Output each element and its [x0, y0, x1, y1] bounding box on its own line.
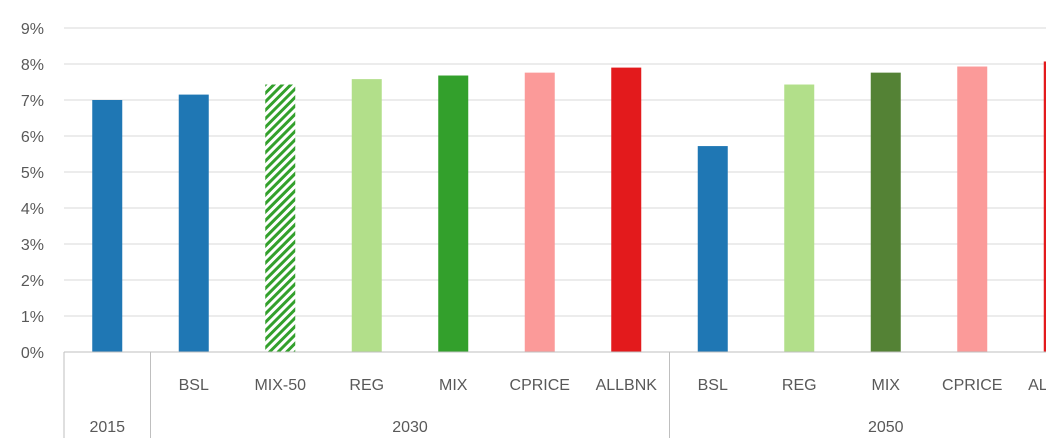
group-label: 2015: [89, 419, 125, 436]
y-tick-label: 6%: [21, 129, 44, 146]
category-label: REG: [782, 377, 817, 394]
y-axis: 0% 1% 2% 3% 4% 5% 6% 7% 8% 9%: [21, 21, 44, 362]
y-tick-label: 5%: [21, 165, 44, 182]
bar: [1043, 61, 1046, 352]
category-label: BSL: [179, 377, 209, 394]
category-label: MIX-50: [254, 377, 306, 394]
gridlines: [64, 27, 1046, 317]
x-axis: 2015 BSL MIX-50 REG MIX CPRICE ALLBNK 2030 BSL RE…: [63, 351, 1046, 438]
category-label: BSL: [698, 377, 728, 394]
y-tick-label: 8%: [21, 57, 44, 74]
y-tick-label: 4%: [21, 201, 44, 218]
bar: [438, 75, 469, 353]
bar: [265, 84, 296, 353]
category-label: MIX: [439, 377, 468, 394]
bar: [870, 72, 901, 352]
bar: [524, 72, 555, 352]
category-label: ALLBNK: [1028, 377, 1046, 394]
category-label: CPRICE: [510, 377, 570, 394]
y-tick-label: 0%: [21, 345, 44, 362]
bar: [957, 66, 988, 353]
y-tick-label: 3%: [21, 237, 44, 254]
group-label: 2030: [392, 419, 428, 436]
bar: [611, 67, 642, 352]
category-label: MIX: [872, 377, 901, 394]
category-label: ALLBNK: [596, 377, 658, 394]
bar: [784, 84, 815, 353]
y-tick-label: 1%: [21, 309, 44, 326]
category-label: CPRICE: [942, 377, 1002, 394]
bar: [178, 94, 209, 352]
group-label: 2050: [868, 419, 904, 436]
bars: [92, 61, 1046, 353]
y-tick-label: 9%: [21, 21, 44, 38]
y-tick-label: 7%: [21, 93, 44, 110]
bar: [697, 146, 728, 352]
bar: [351, 79, 382, 353]
category-label: REG: [349, 377, 384, 394]
y-tick-label: 2%: [21, 273, 44, 290]
bar: [92, 100, 123, 352]
